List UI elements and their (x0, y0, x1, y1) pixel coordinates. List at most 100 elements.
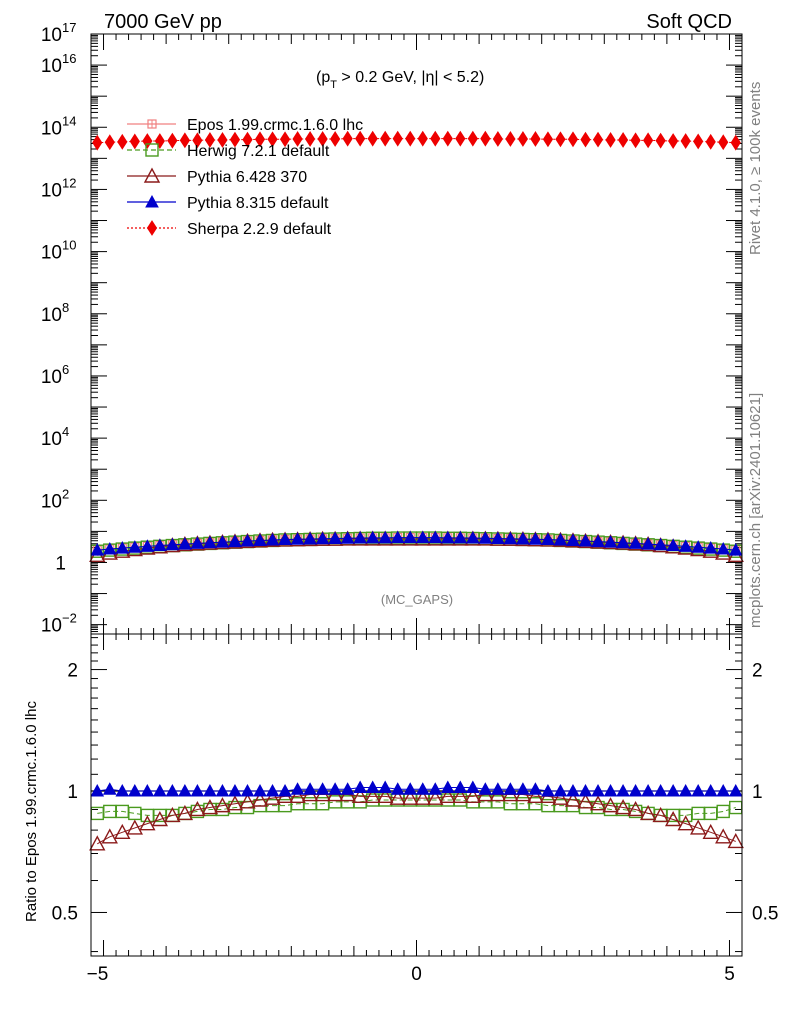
main-data-point (566, 533, 580, 546)
ytick-base: 10 (41, 243, 62, 264)
ratio-data-point (201, 799, 219, 815)
ratio-data-point (351, 787, 369, 804)
ratio-series-pythia (90, 780, 743, 797)
cut-rest: > 0.2 GeV, |η| < 5.2) (337, 69, 484, 86)
ratio-data-point (127, 783, 142, 797)
ratio-data-point (315, 782, 330, 795)
ratio-ytick-label: 1 (67, 782, 78, 803)
category-label: Soft QCD (646, 11, 732, 33)
ratio-data-point (89, 835, 106, 851)
main-data-point (630, 132, 641, 149)
ratio-data-point (641, 783, 655, 797)
ratio-data-point (614, 799, 632, 815)
ratio-data-point (591, 783, 605, 797)
main-data-point (517, 131, 529, 147)
main-data-point (192, 132, 203, 149)
ytick-label: 102 (41, 486, 69, 512)
main-data-point (102, 542, 117, 555)
ytick-label: 1012 (41, 175, 77, 201)
ratio-series-line (97, 787, 736, 792)
ratio-data-point (715, 828, 732, 844)
main-data-point (90, 543, 105, 556)
main-data-point (153, 538, 167, 552)
main-data-point (491, 531, 505, 545)
ratio-data-point (589, 795, 607, 811)
ytick-base: 10 (41, 118, 62, 139)
main-data-point (292, 131, 303, 147)
ytick-exponent: 8 (62, 300, 69, 315)
ratio-data-point (140, 783, 155, 797)
main-data-point (167, 132, 178, 149)
main-series-sherpa (92, 130, 741, 151)
main-data-point (228, 534, 242, 548)
ratio-data-point (151, 811, 169, 827)
ytick-label: 1016 (41, 51, 77, 77)
main-data-point (480, 130, 491, 147)
ratio-series-group (89, 780, 744, 851)
main-data-point (340, 531, 355, 544)
legend-item: Pythia 8.315 default (127, 194, 329, 212)
ratio-series-line (97, 794, 736, 845)
main-data-point (592, 131, 604, 148)
ytick-exponent: −2 (62, 611, 77, 626)
main-data-point (165, 537, 180, 551)
main-data-point (605, 132, 616, 148)
main-data-point (453, 530, 468, 544)
main-data-point (666, 538, 680, 552)
ratio-data-point (115, 783, 130, 797)
ytick-exponent: 10 (62, 238, 76, 253)
ratio-data-point (653, 783, 668, 797)
legend-item: Epos 1.99.crmc.1.6.0 lhc (127, 117, 363, 134)
main-data-point (430, 130, 441, 147)
main-data-point (267, 131, 278, 148)
main-series-group (89, 130, 744, 563)
main-data-point (617, 132, 629, 148)
ratio-data-point (439, 787, 456, 804)
main-data-point (392, 130, 403, 147)
main-data-point (355, 130, 366, 147)
ratio-data-point (139, 815, 156, 831)
ratio-data-point (528, 782, 543, 795)
ratio-data-point (253, 783, 267, 797)
main-data-point (405, 130, 416, 147)
legend-label: Herwig 7.2.1 default (187, 143, 330, 160)
ytick-exponent: 4 (62, 424, 69, 439)
ratio-data-point (452, 787, 469, 804)
main-data-point (279, 131, 291, 148)
ratio-data-point (240, 783, 255, 797)
main-data-point (603, 535, 618, 548)
main-data-point (578, 533, 593, 547)
main-data-point (542, 131, 554, 148)
ratio-data-point (377, 787, 394, 804)
legend-label: Epos 1.99.crmc.1.6.0 lhc (187, 117, 363, 134)
main-data-point (179, 132, 190, 149)
ratio-data-point (365, 780, 380, 794)
main-data-point (367, 130, 378, 147)
ratio-data-point (677, 815, 694, 831)
ratio-data-point (465, 780, 480, 794)
ratio-data-point (666, 783, 680, 797)
main-data-point (555, 131, 566, 148)
main-data-point (378, 530, 393, 544)
ratio-data-point (578, 783, 593, 797)
ytick-label: 1010 (41, 238, 77, 264)
main-data-point (127, 540, 142, 553)
ytick-label: 1014 (41, 113, 77, 139)
main-data-point (92, 134, 103, 151)
ratio-data-point (428, 782, 443, 795)
main-data-point (129, 133, 140, 150)
main-data-point (117, 133, 128, 150)
legend-label: Sherpa 2.2.9 default (187, 221, 332, 238)
main-data-point (467, 130, 478, 147)
ratio-data-point (478, 782, 493, 795)
ratio-data-point (464, 787, 482, 804)
main-data-point (278, 532, 292, 545)
main-data-point (492, 131, 503, 147)
ratio-data-point (101, 828, 118, 844)
ratio-data-point (289, 787, 306, 804)
main-data-point (328, 531, 342, 545)
ratio-data-point (215, 783, 230, 797)
legend-marker (145, 194, 159, 208)
ytick-label: 10−2 (41, 611, 77, 637)
ratio-data-point (114, 823, 131, 840)
